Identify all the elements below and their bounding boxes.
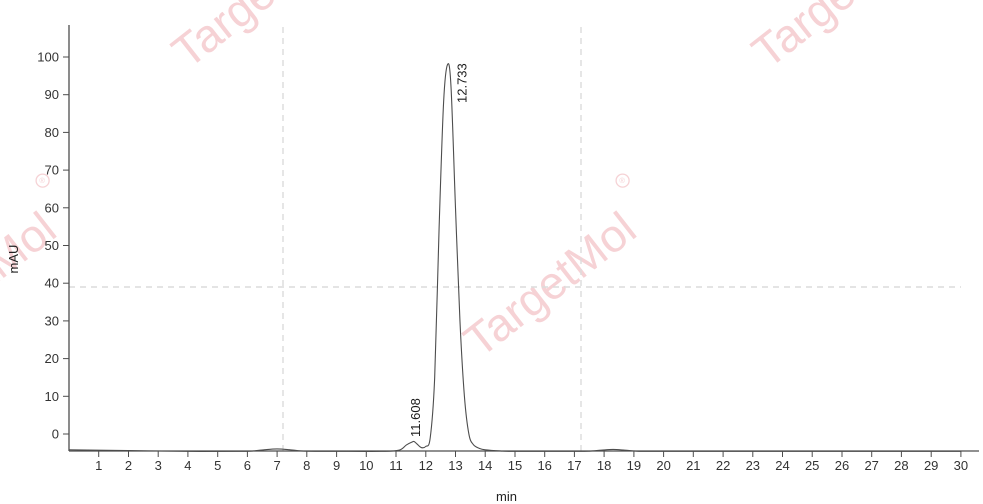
svg-text:11.608: 11.608 <box>408 398 423 437</box>
svg-text:min: min <box>496 489 517 504</box>
svg-text:80: 80 <box>45 125 59 140</box>
svg-text:28: 28 <box>894 458 908 473</box>
svg-text:15: 15 <box>508 458 522 473</box>
svg-text:10: 10 <box>45 389 59 404</box>
svg-text:20: 20 <box>45 351 59 366</box>
svg-text:90: 90 <box>45 87 59 102</box>
svg-text:18: 18 <box>597 458 611 473</box>
svg-text:8: 8 <box>303 458 310 473</box>
svg-text:9: 9 <box>333 458 340 473</box>
svg-text:50: 50 <box>45 238 59 253</box>
svg-text:40: 40 <box>45 276 59 291</box>
svg-text:5: 5 <box>214 458 221 473</box>
svg-text:26: 26 <box>835 458 849 473</box>
svg-text:12: 12 <box>419 458 433 473</box>
svg-text:6: 6 <box>244 458 251 473</box>
svg-text:22: 22 <box>716 458 730 473</box>
svg-text:4: 4 <box>184 458 191 473</box>
svg-text:24: 24 <box>775 458 789 473</box>
svg-text:27: 27 <box>864 458 878 473</box>
svg-text:70: 70 <box>45 163 59 178</box>
svg-text:14: 14 <box>478 458 492 473</box>
svg-text:23: 23 <box>746 458 760 473</box>
svg-text:1: 1 <box>95 458 102 473</box>
svg-text:17: 17 <box>567 458 581 473</box>
svg-text:30: 30 <box>954 458 968 473</box>
svg-text:0: 0 <box>52 427 59 442</box>
svg-text:7: 7 <box>273 458 280 473</box>
svg-text:3: 3 <box>155 458 162 473</box>
svg-text:16: 16 <box>537 458 551 473</box>
svg-text:19: 19 <box>627 458 641 473</box>
svg-text:12.733: 12.733 <box>455 63 470 103</box>
svg-text:21: 21 <box>686 458 700 473</box>
svg-text:mAU: mAU <box>6 245 21 274</box>
svg-text:100: 100 <box>37 50 59 65</box>
svg-text:10: 10 <box>359 458 373 473</box>
svg-text:20: 20 <box>656 458 670 473</box>
svg-text:13: 13 <box>448 458 462 473</box>
svg-text:30: 30 <box>45 313 59 328</box>
svg-text:2: 2 <box>125 458 132 473</box>
svg-text:11: 11 <box>389 458 403 473</box>
svg-text:60: 60 <box>45 200 59 215</box>
svg-text:25: 25 <box>805 458 819 473</box>
svg-text:29: 29 <box>924 458 938 473</box>
